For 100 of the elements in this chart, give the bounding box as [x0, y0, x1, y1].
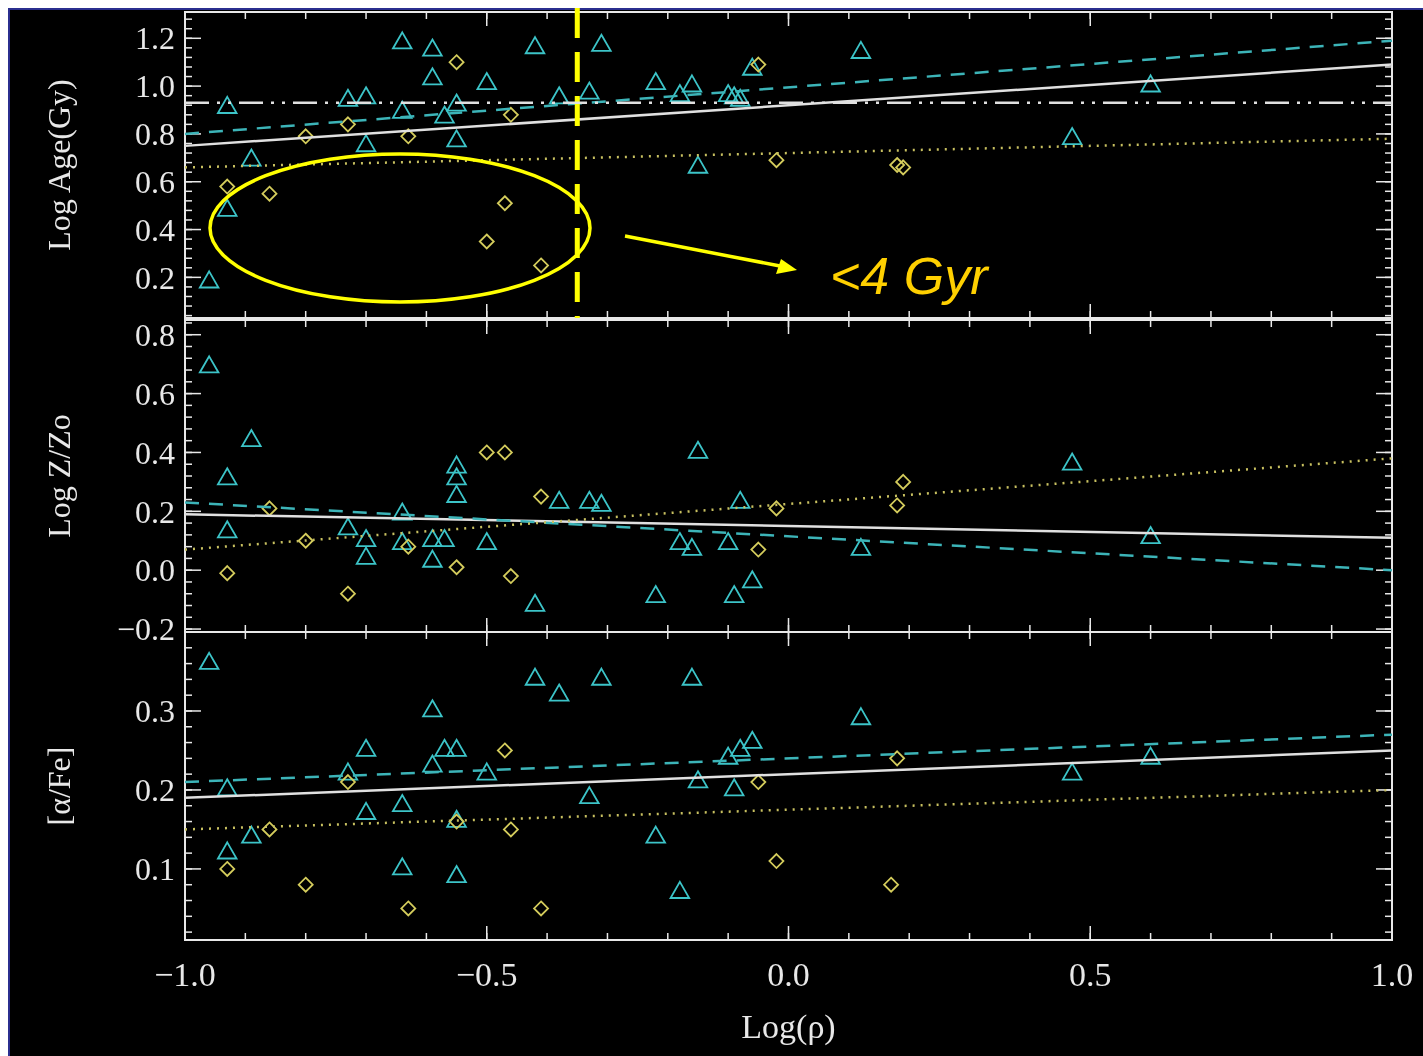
point	[548, 683, 570, 702]
point	[355, 134, 377, 153]
point	[392, 100, 413, 119]
point	[446, 455, 467, 474]
point	[579, 81, 600, 100]
point	[217, 467, 238, 486]
point	[1140, 74, 1161, 93]
point	[446, 93, 467, 112]
y-tick-label: 0.1	[135, 851, 175, 888]
point	[392, 794, 413, 813]
point	[337, 517, 359, 536]
point	[717, 84, 739, 102]
point	[434, 529, 455, 548]
point	[1061, 762, 1083, 781]
point	[681, 537, 703, 556]
point	[1061, 127, 1083, 145]
y-tick-label: 0.6	[135, 163, 175, 200]
point	[392, 857, 413, 876]
point	[579, 786, 600, 805]
point	[476, 532, 497, 550]
point	[524, 36, 546, 55]
point	[533, 900, 549, 917]
annotation: <4 Gyr	[830, 247, 991, 305]
point	[422, 67, 443, 86]
point	[261, 821, 278, 838]
y-tick-label: 0.3	[135, 693, 175, 730]
point	[742, 57, 763, 76]
point	[742, 730, 763, 749]
point	[355, 738, 377, 757]
x-tick-label: −1.0	[154, 956, 216, 993]
point	[422, 38, 443, 57]
point	[241, 825, 262, 844]
point	[669, 84, 691, 102]
point	[478, 233, 495, 250]
point	[889, 157, 906, 173]
point	[337, 762, 359, 781]
point	[687, 770, 709, 789]
point	[645, 825, 666, 844]
y-tick-label: 0.2	[135, 259, 175, 296]
y-axis-title: Log Age(Gy)	[41, 79, 77, 251]
x-tick-label: −0.5	[455, 956, 518, 993]
point	[548, 86, 570, 105]
point	[446, 467, 467, 486]
point	[533, 257, 549, 274]
point	[340, 116, 356, 133]
point	[669, 532, 691, 550]
point	[524, 667, 546, 686]
point	[434, 105, 455, 124]
point	[548, 490, 570, 509]
point	[730, 490, 751, 509]
y-tick-label: 0.4	[135, 211, 175, 248]
point	[446, 484, 467, 503]
x-tick-label: 0.0	[767, 956, 810, 993]
point	[717, 532, 739, 550]
point	[217, 778, 238, 797]
point	[476, 72, 497, 90]
point	[446, 865, 467, 884]
point	[337, 88, 359, 107]
point	[217, 520, 238, 539]
y-tick-label: 0.2	[135, 493, 175, 530]
point	[768, 853, 785, 869]
point	[241, 429, 262, 447]
point	[1061, 452, 1083, 471]
point	[591, 667, 612, 686]
point	[524, 593, 546, 612]
point	[730, 738, 751, 757]
y-tick-label: 1.2	[135, 20, 175, 57]
point	[355, 546, 377, 565]
x-tick-label: 1.0	[1370, 956, 1414, 993]
y-tick-label: 0.2	[135, 772, 175, 809]
point	[496, 195, 513, 212]
point	[681, 667, 703, 686]
point	[297, 128, 314, 145]
point	[261, 185, 278, 202]
point	[422, 699, 443, 718]
y-tick-label: −0.2	[116, 611, 175, 648]
point	[217, 841, 238, 860]
y-tick-label: 0.6	[135, 375, 175, 412]
point	[392, 532, 413, 550]
point	[1140, 526, 1161, 545]
point	[241, 148, 262, 167]
point	[768, 152, 785, 169]
point	[850, 40, 872, 59]
point	[645, 72, 666, 90]
point	[591, 33, 612, 52]
point	[422, 549, 443, 568]
point	[355, 802, 377, 820]
point	[422, 529, 443, 548]
point	[591, 493, 612, 512]
y-axis-title: [α/Fe]	[41, 746, 77, 826]
point	[723, 778, 745, 797]
point	[392, 502, 413, 521]
point	[730, 88, 751, 107]
point	[219, 861, 236, 877]
point	[681, 74, 703, 93]
x-axis-title: Log(ρ)	[741, 1008, 836, 1046]
point	[400, 128, 417, 145]
point	[687, 155, 709, 174]
point	[645, 585, 666, 603]
y-tick-label: 0.4	[135, 434, 175, 471]
